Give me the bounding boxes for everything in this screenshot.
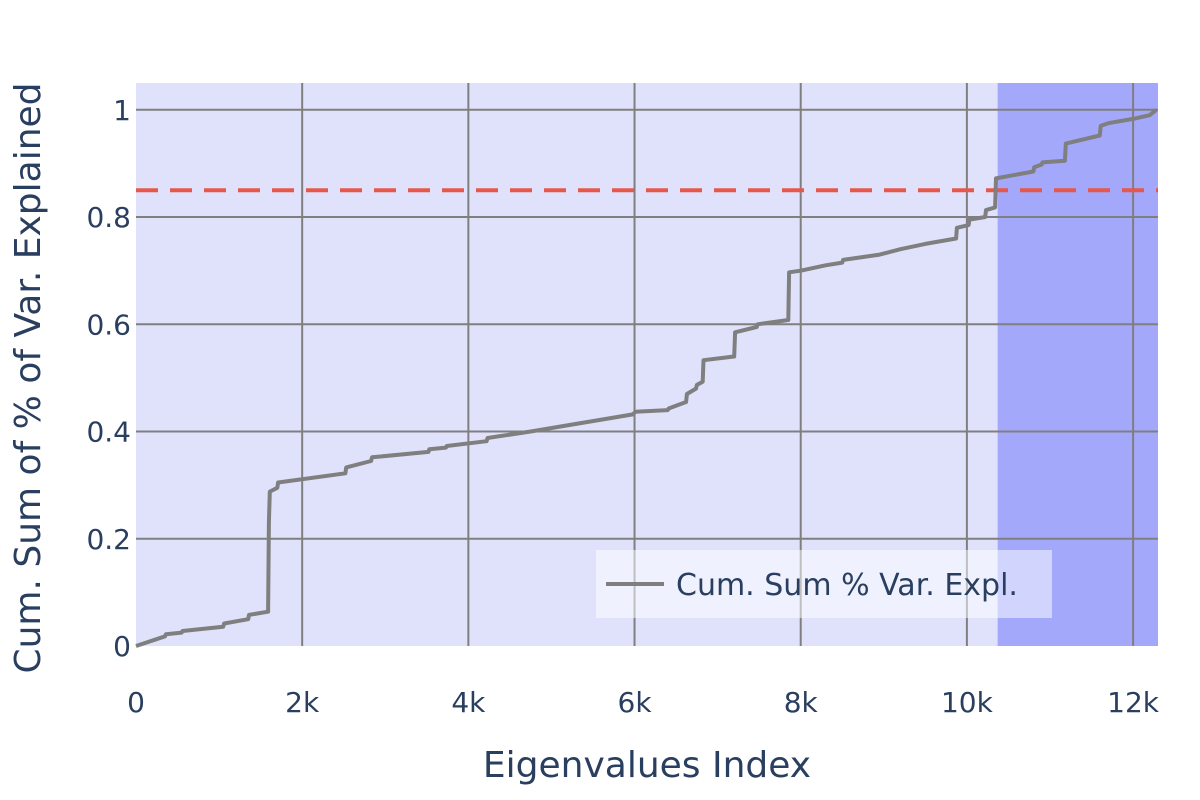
legend[interactable]: Cum. Sum % Var. Expl. bbox=[596, 550, 1052, 618]
y-tick-label-0: 0 bbox=[113, 630, 131, 663]
y-tick-label-5: 1 bbox=[113, 94, 131, 127]
series-line-0 bbox=[135, 108, 1158, 648]
x-tick-label-3: 6k bbox=[618, 686, 653, 719]
x-tick-label-4: 8k bbox=[784, 686, 819, 719]
y-tick-label-2: 0.4 bbox=[86, 416, 131, 449]
x-tick-label-1: 2k bbox=[285, 686, 320, 719]
series-layer bbox=[135, 108, 1158, 648]
y-tick-label-1: 0.2 bbox=[86, 523, 131, 556]
y-tick-label-4: 0.8 bbox=[86, 201, 131, 234]
x-tick-label-6: 12k bbox=[1107, 686, 1160, 719]
x-tick-labels: 0 2k 4k 6k 8k 10k 12k bbox=[127, 686, 1160, 719]
x-tick-label-2: 4k bbox=[451, 686, 486, 719]
y-tick-labels: 0 0.2 0.4 0.6 0.8 1 bbox=[86, 94, 131, 663]
x-axis-title: Eigenvalues Index bbox=[483, 745, 811, 786]
legend-box bbox=[596, 550, 1052, 618]
grid-layer bbox=[136, 83, 1158, 646]
y-axis-title: Cum. Sum of % of Var. Explained bbox=[8, 82, 49, 673]
x-tick-label-5: 10k bbox=[941, 686, 994, 719]
x-tick-label-0: 0 bbox=[127, 686, 145, 719]
y-tick-label-3: 0.6 bbox=[86, 308, 131, 341]
legend-label: Cum. Sum % Var. Expl. bbox=[676, 568, 1018, 603]
